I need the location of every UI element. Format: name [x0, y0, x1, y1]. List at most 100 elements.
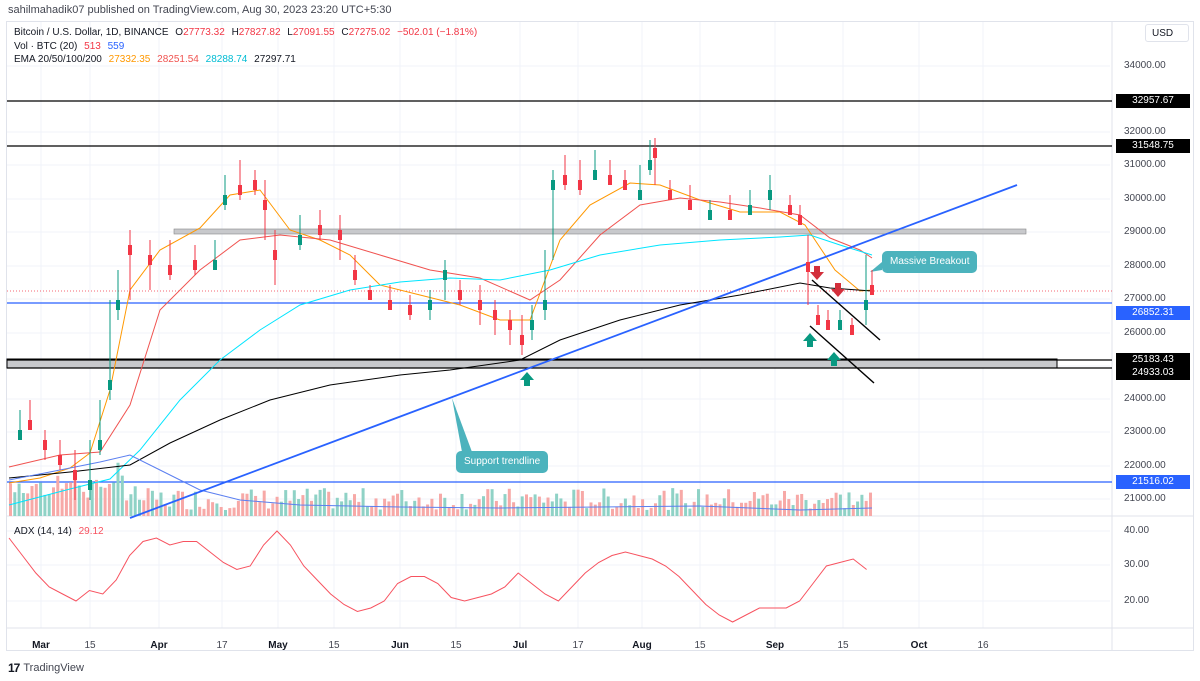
volume-bar — [228, 508, 232, 516]
volume-bar — [636, 507, 640, 516]
volume-bar — [555, 493, 559, 516]
candle-body — [263, 200, 267, 210]
candle-body — [238, 185, 242, 195]
price-tick-label: 32000.00 — [1124, 126, 1166, 137]
volume-bar — [774, 504, 778, 516]
volume-bar — [576, 489, 580, 516]
volume-bar — [542, 502, 546, 516]
candle-body — [788, 205, 792, 215]
time-tick-label: 15 — [84, 640, 96, 651]
volume-bar — [185, 509, 189, 516]
candle-body — [28, 420, 32, 430]
volume-value-1: 513 — [84, 41, 101, 52]
volume-bar — [13, 492, 17, 516]
volume-bar — [361, 488, 365, 516]
candle-body — [223, 195, 227, 205]
volume-bar — [357, 501, 361, 516]
tradingview-logo[interactable]: 17 TradingView — [8, 661, 84, 675]
candle-body — [443, 270, 447, 280]
candle-body — [623, 180, 627, 190]
volume-bar — [770, 504, 774, 516]
volume-bar — [701, 506, 705, 516]
volume-bar — [107, 483, 111, 516]
candle-body — [864, 300, 868, 310]
volume-bar — [206, 499, 210, 516]
volume-bar — [804, 500, 808, 516]
time-tick-label: Jun — [391, 640, 409, 651]
volume-bar — [129, 494, 133, 516]
volume-bar — [159, 492, 163, 516]
price-tick-label: 34000.00 — [1124, 60, 1166, 71]
volume-bar — [525, 494, 528, 516]
ema200-value: 27297.71 — [254, 54, 296, 65]
volume-bar — [344, 492, 348, 516]
volume-bar — [658, 495, 662, 516]
candle-body — [128, 245, 132, 255]
price-tick-label: 21000.00 — [1124, 493, 1166, 504]
candle-body — [563, 175, 567, 185]
volume-bar — [297, 499, 301, 516]
volume-bar — [426, 504, 430, 516]
volume-bar — [284, 490, 288, 516]
volume-bar — [318, 489, 322, 516]
volume-bar — [546, 497, 550, 516]
candle-body — [728, 210, 732, 220]
price-tick-label: 24000.00 — [1124, 393, 1166, 404]
volume-bar — [56, 475, 60, 516]
volume-bar — [189, 509, 193, 516]
time-tick-label: May — [268, 640, 288, 651]
volume-bar — [305, 488, 309, 516]
candle-body — [338, 230, 342, 240]
candle-body — [43, 440, 47, 450]
volume-bar — [692, 501, 696, 516]
volume-bar — [82, 491, 86, 516]
volume-bar — [335, 497, 339, 516]
volume-bar — [404, 501, 408, 516]
volume-bar — [838, 494, 842, 516]
ema100-value: 28288.74 — [205, 54, 248, 65]
candle-body — [148, 255, 152, 265]
volume-bar — [727, 489, 731, 516]
volume-bar — [593, 504, 597, 516]
volume-bar — [482, 496, 485, 516]
volume-bar — [60, 488, 64, 516]
time-tick-label: 15 — [694, 640, 706, 651]
candle-body — [578, 180, 582, 190]
volume-bar — [258, 502, 262, 516]
bullish-arrow-up-icon — [827, 352, 841, 366]
candle-body — [213, 260, 217, 270]
volume-bar — [176, 490, 180, 516]
volume-bar — [791, 505, 795, 516]
volume-bar — [30, 486, 34, 516]
time-tick-label: Apr — [150, 640, 168, 651]
volume-bar — [757, 498, 761, 516]
support-trendline — [129, 184, 1018, 519]
candle-body — [638, 190, 642, 200]
volume-bar — [232, 507, 236, 516]
ema20-value: 27332.35 — [108, 54, 151, 65]
volume-bar — [817, 500, 821, 516]
candle-body — [668, 190, 672, 200]
candle-body — [73, 470, 77, 480]
volume-bar — [275, 496, 279, 516]
volume-legend: Vol · BTC (20) 513 559 — [14, 41, 125, 52]
volume-bar — [529, 497, 533, 516]
volume-bar — [9, 483, 12, 516]
change-value: −502.01 (−1.81%) — [397, 27, 478, 38]
candle-body — [458, 290, 462, 300]
volume-bar — [365, 506, 369, 516]
volume-bar — [507, 488, 511, 516]
currency-button[interactable]: USD — [1145, 24, 1189, 42]
time-tick-label: 15 — [450, 640, 462, 651]
volume-bar — [619, 503, 623, 516]
time-tick-label: 15 — [837, 640, 849, 651]
volume-bar — [628, 505, 632, 516]
volume-bar — [602, 488, 606, 516]
candle-body — [608, 175, 612, 185]
price-tick-label: 30000.00 — [1124, 193, 1166, 204]
volume-bar — [279, 501, 283, 516]
adx-value: 29.12 — [78, 526, 104, 537]
time-tick-label: 16 — [977, 640, 989, 651]
volume-bar — [400, 490, 404, 516]
